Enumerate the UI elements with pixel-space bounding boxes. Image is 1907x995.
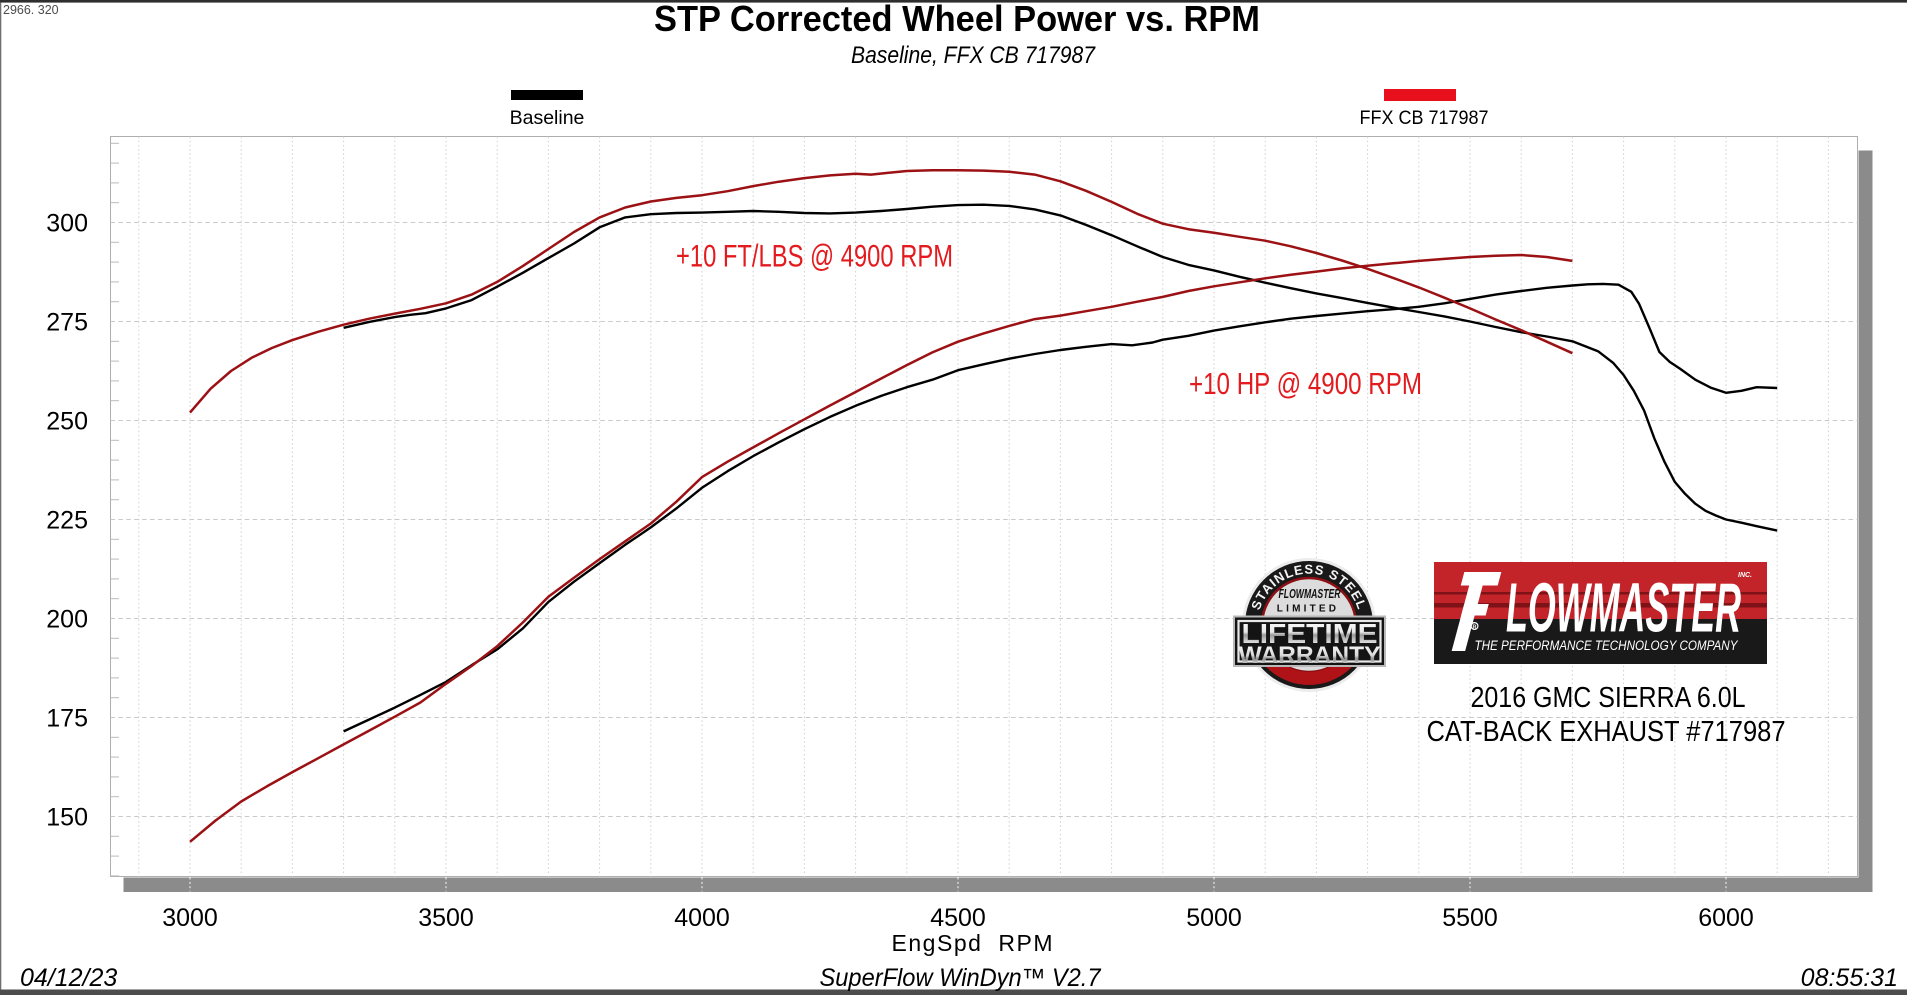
svg-text:+10 FT/LBS @ 4900 RPM: +10 FT/LBS @ 4900 RPM <box>676 238 953 274</box>
svg-text:STP Corrected Wheel Power vs.: STP Corrected Wheel Power vs. RPM <box>654 0 1260 39</box>
svg-text:200: 200 <box>46 606 88 634</box>
svg-text:INC.: INC. <box>1738 572 1752 579</box>
svg-text:WARRANTY: WARRANTY <box>1239 642 1381 669</box>
svg-text:SuperFlow WinDyn™ V2.7: SuperFlow WinDyn™ V2.7 <box>820 964 1102 992</box>
svg-text:R: R <box>1473 625 1477 631</box>
svg-text:5500: 5500 <box>1442 904 1498 932</box>
svg-text:CAT-BACK EXHAUST #717987: CAT-BACK EXHAUST #717987 <box>1427 716 1786 748</box>
svg-text:FLOWMASTER: FLOWMASTER <box>1279 587 1341 601</box>
svg-text:Baseline: Baseline <box>510 107 585 129</box>
svg-text:275: 275 <box>46 309 88 337</box>
svg-text:175: 175 <box>46 705 88 733</box>
svg-text:3000: 3000 <box>162 904 218 932</box>
svg-text:300: 300 <box>46 210 88 238</box>
svg-text:4000: 4000 <box>674 904 730 932</box>
svg-text:2016 GMC SIERRA 6.0L: 2016 GMC SIERRA 6.0L <box>1471 682 1746 714</box>
svg-text:225: 225 <box>46 507 88 535</box>
svg-text:EngSpd RPM: EngSpd RPM <box>892 930 1053 956</box>
svg-text:6000: 6000 <box>1698 904 1754 932</box>
svg-text:250: 250 <box>46 408 88 436</box>
svg-text:2966. 320: 2966. 320 <box>3 3 59 17</box>
svg-text:08:55:31: 08:55:31 <box>1801 964 1898 992</box>
svg-text:Baseline, FFX CB 717987: Baseline, FFX CB 717987 <box>851 42 1096 69</box>
svg-text:150: 150 <box>46 804 88 832</box>
svg-text:LIMITED: LIMITED <box>1277 604 1339 615</box>
svg-text:04/12/23: 04/12/23 <box>20 964 117 992</box>
svg-text:3500: 3500 <box>418 904 474 932</box>
svg-text:LOWMASTER: LOWMASTER <box>1506 569 1741 647</box>
svg-text:+10 HP @ 4900 RPM: +10 HP @ 4900 RPM <box>1189 366 1422 401</box>
svg-text:THE PERFORMANCE TECHNOLOGY COM: THE PERFORMANCE TECHNOLOGY COMPANY <box>1475 638 1739 653</box>
svg-text:LIFETIME: LIFETIME <box>1242 618 1378 649</box>
svg-text:4500: 4500 <box>930 904 986 932</box>
svg-text:FFX CB 717987: FFX CB 717987 <box>1360 107 1489 129</box>
svg-text:5000: 5000 <box>1186 904 1242 932</box>
